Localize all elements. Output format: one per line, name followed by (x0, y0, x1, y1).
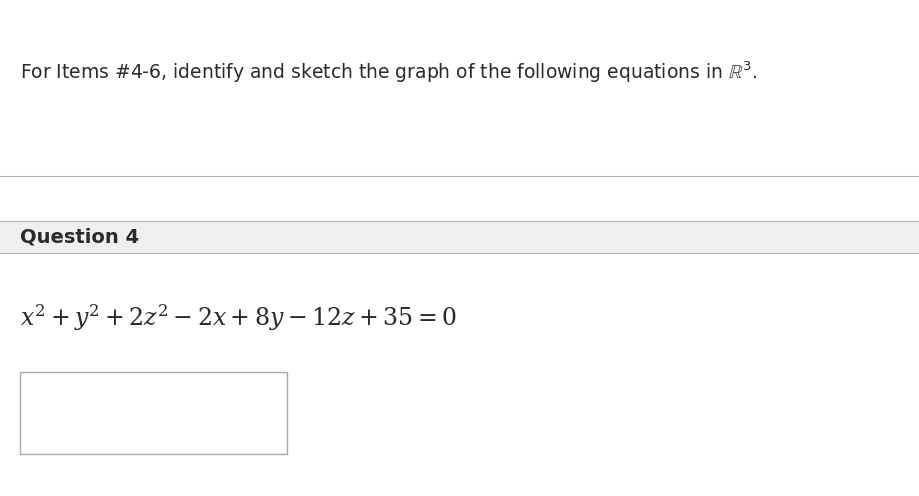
Text: For Items #4-6, identify and sketch the graph of the following equations in $\ma: For Items #4-6, identify and sketch the … (20, 60, 756, 85)
Bar (20, 372, 287, 454)
Text: $x^2 + y^2 + 2z^2 - 2x + 8y - 12z + 35 = 0$: $x^2 + y^2 + 2z^2 - 2x + 8y - 12z + 35 =… (20, 302, 457, 333)
Bar (0, 221, 919, 253)
Text: Question 4: Question 4 (20, 228, 139, 247)
